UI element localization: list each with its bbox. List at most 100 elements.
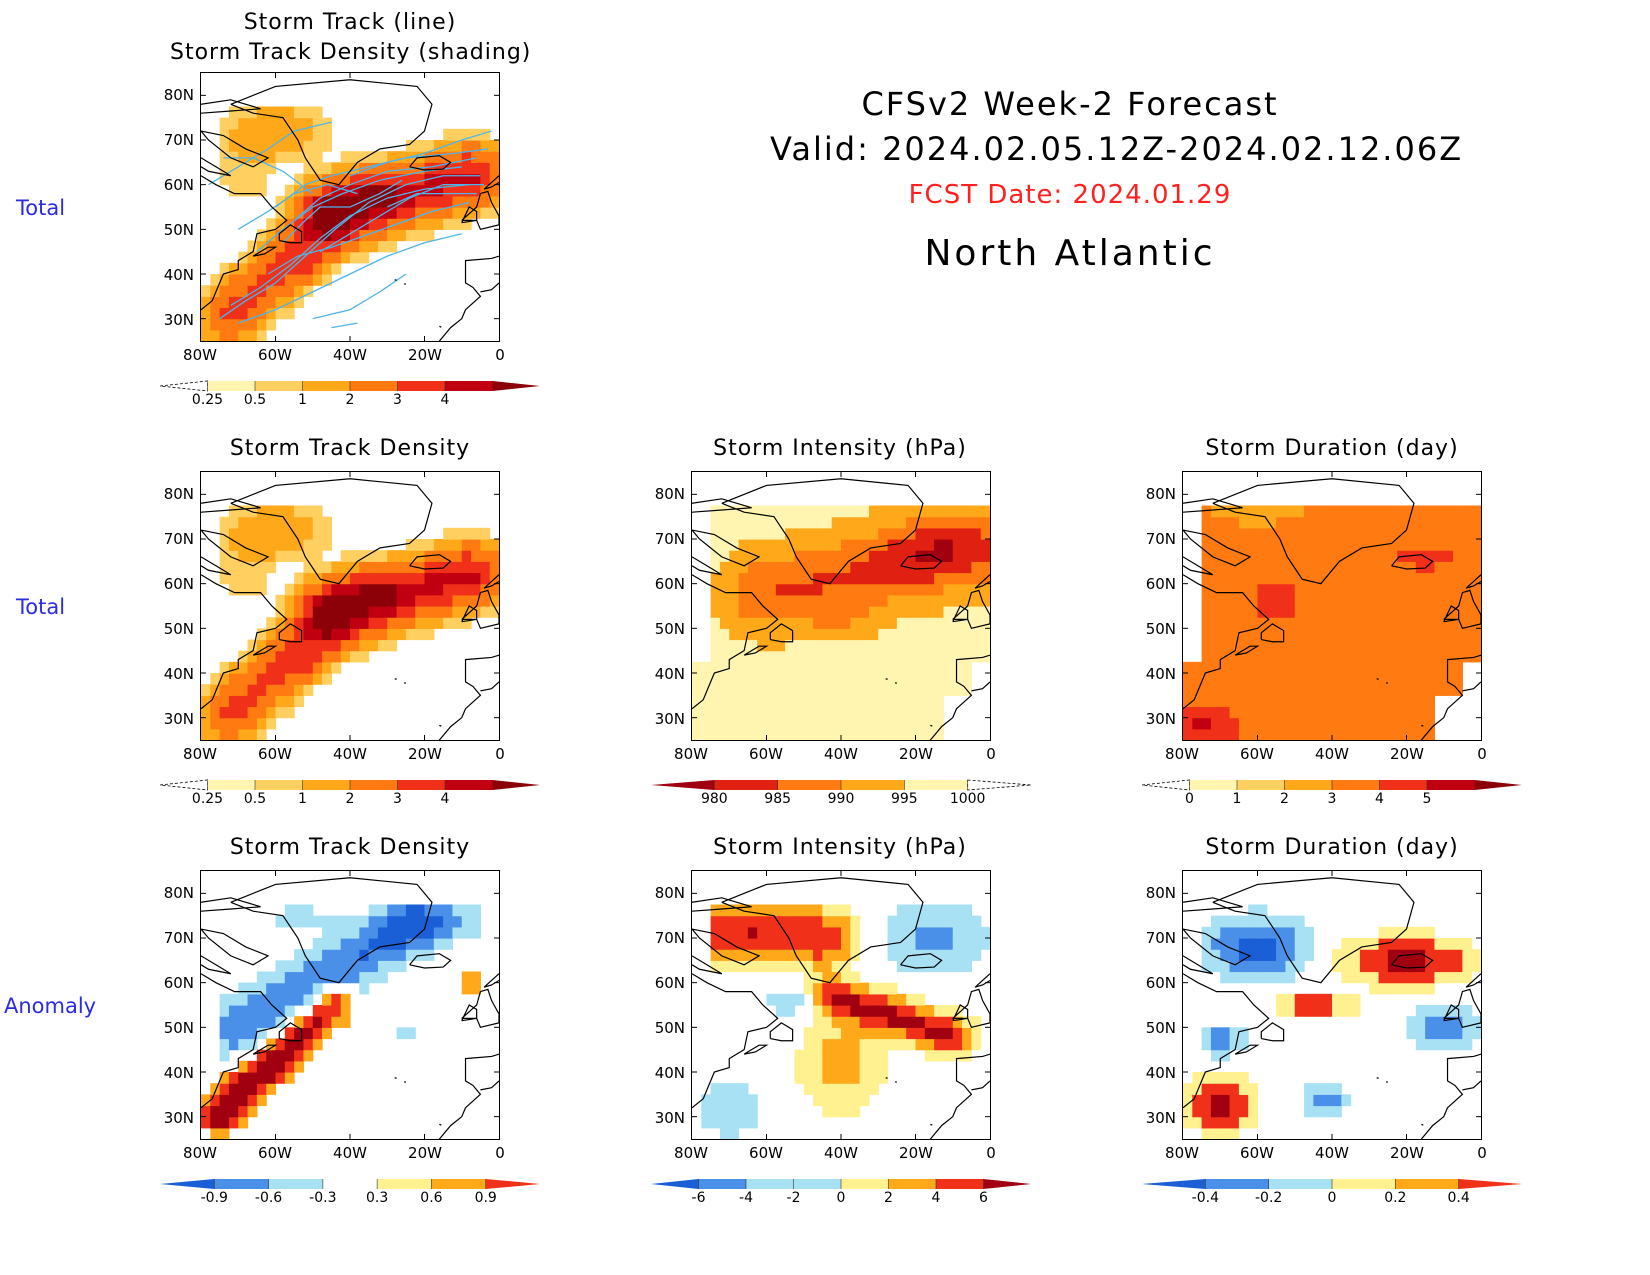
heatmap-cell xyxy=(1415,583,1426,596)
heatmap-cell xyxy=(340,1016,351,1028)
heatmap-cell xyxy=(841,583,851,596)
heatmap-cell xyxy=(841,650,851,663)
heatmap-cell xyxy=(878,617,889,629)
heatmap-cell xyxy=(906,1038,917,1051)
heatmap-cell xyxy=(489,583,499,596)
heatmap-cell xyxy=(831,938,842,950)
heatmap-cell xyxy=(1220,971,1231,984)
heatmap-cell xyxy=(831,1016,842,1028)
heatmap-cell xyxy=(238,307,249,320)
heatmap-cell xyxy=(480,128,491,141)
heatmap-cell xyxy=(887,695,898,708)
coastline-segment xyxy=(721,478,924,585)
map-panel-p11 xyxy=(200,72,500,342)
heatmap-cell xyxy=(850,583,861,596)
heatmap-cell xyxy=(813,695,823,708)
heatmap-cell xyxy=(340,949,351,961)
heatmap-cell xyxy=(1248,971,1259,984)
colorbar-label: 0.5 xyxy=(243,392,267,408)
heatmap-cell xyxy=(1248,594,1259,607)
heatmap-cell xyxy=(256,274,267,286)
heatmap-cell xyxy=(368,594,379,607)
heatmap-cell xyxy=(719,904,730,917)
heatmap-cell xyxy=(1350,971,1361,984)
heatmap-cell xyxy=(1220,628,1231,641)
colorbar-label: 3 xyxy=(1327,791,1337,807)
heatmap-cell xyxy=(1425,606,1436,618)
heatmap-cell xyxy=(1322,505,1333,518)
heatmap-cell xyxy=(359,606,370,618)
heatmap-cell xyxy=(1257,661,1268,674)
heatmap-cell xyxy=(1378,960,1389,973)
heatmap-cell xyxy=(1415,938,1426,950)
coastline xyxy=(692,478,990,740)
heatmap-cell xyxy=(1462,606,1473,618)
heatmap-cell xyxy=(887,628,898,641)
heatmap-cell xyxy=(747,695,758,708)
heatmap-cell xyxy=(247,296,258,309)
heatmap-cell xyxy=(822,695,833,708)
heatmap-cell xyxy=(452,926,463,939)
heatmap-cell xyxy=(952,550,963,562)
heatmap-cell xyxy=(1276,505,1287,518)
heatmap-cell xyxy=(238,982,249,995)
heatmap-cell xyxy=(331,617,342,629)
heatmap-cell xyxy=(1462,561,1473,574)
heatmap-cell xyxy=(210,274,221,286)
heatmap-cell xyxy=(1369,706,1380,719)
heatmap-cell xyxy=(1387,505,1398,518)
heatmap-cell xyxy=(405,1027,416,1040)
storm-track-line xyxy=(312,273,407,320)
heatmap-cell xyxy=(1257,561,1268,574)
heatmap-cell xyxy=(934,572,945,585)
heatmap-cell xyxy=(219,684,230,696)
colorbar-end xyxy=(983,1179,1031,1189)
heatmap-cell xyxy=(906,1027,917,1040)
heatmap-cell xyxy=(461,904,472,917)
heatmap-cell xyxy=(471,606,481,618)
heatmap-cell xyxy=(943,1005,954,1017)
heatmap-cell xyxy=(1387,960,1398,973)
heatmap-cell xyxy=(1415,628,1426,641)
heatmap-cell xyxy=(1443,949,1454,961)
heatmap-cell xyxy=(1304,639,1314,652)
heatmap-cells-p21 xyxy=(201,505,499,740)
heatmap-cell xyxy=(719,926,730,939)
heatmap-cell xyxy=(1341,717,1352,730)
heatmap-cell xyxy=(368,915,379,928)
heatmap-cell xyxy=(405,140,416,152)
heatmap-cell xyxy=(831,561,842,574)
heatmap-cell xyxy=(1220,960,1231,973)
heatmap-cell xyxy=(757,594,768,607)
colorbar-end xyxy=(967,779,1031,791)
heatmap-cell xyxy=(887,949,898,961)
heatmap-cell xyxy=(1210,1127,1221,1139)
heatmap-cell xyxy=(1210,594,1221,607)
heatmap-cell xyxy=(962,527,972,540)
heatmap-cell xyxy=(747,673,758,685)
heatmap-cell xyxy=(868,1060,879,1073)
heatmap-cell xyxy=(1304,1005,1314,1017)
heatmap-cell xyxy=(710,706,721,719)
heatmap-cell xyxy=(247,262,258,275)
heatmap-cell xyxy=(831,1094,842,1107)
heatmap-cell xyxy=(962,572,972,585)
heatmap-cell xyxy=(1434,550,1445,562)
heatmap-cell xyxy=(377,628,388,641)
colorbar-p32: -6 -4 -2 0 2 4 6 xyxy=(651,1178,1031,1208)
heatmap-cell xyxy=(415,628,426,641)
heatmap-cell xyxy=(785,539,796,551)
lat-label: 50N xyxy=(654,619,685,638)
heatmap-cell xyxy=(461,218,472,230)
heatmap-cell xyxy=(433,539,444,551)
heatmap-cell xyxy=(405,938,416,950)
heatmap-cell xyxy=(943,550,954,562)
heatmap-cell xyxy=(1229,527,1240,540)
heatmap-cell xyxy=(1304,516,1314,529)
heatmap-cell xyxy=(322,960,332,973)
heatmap-cell xyxy=(719,684,730,696)
heatmap-cell xyxy=(952,960,963,973)
heatmap-cell xyxy=(1276,728,1287,740)
heatmap-cell xyxy=(275,151,286,163)
colorbar-segment xyxy=(397,381,446,391)
